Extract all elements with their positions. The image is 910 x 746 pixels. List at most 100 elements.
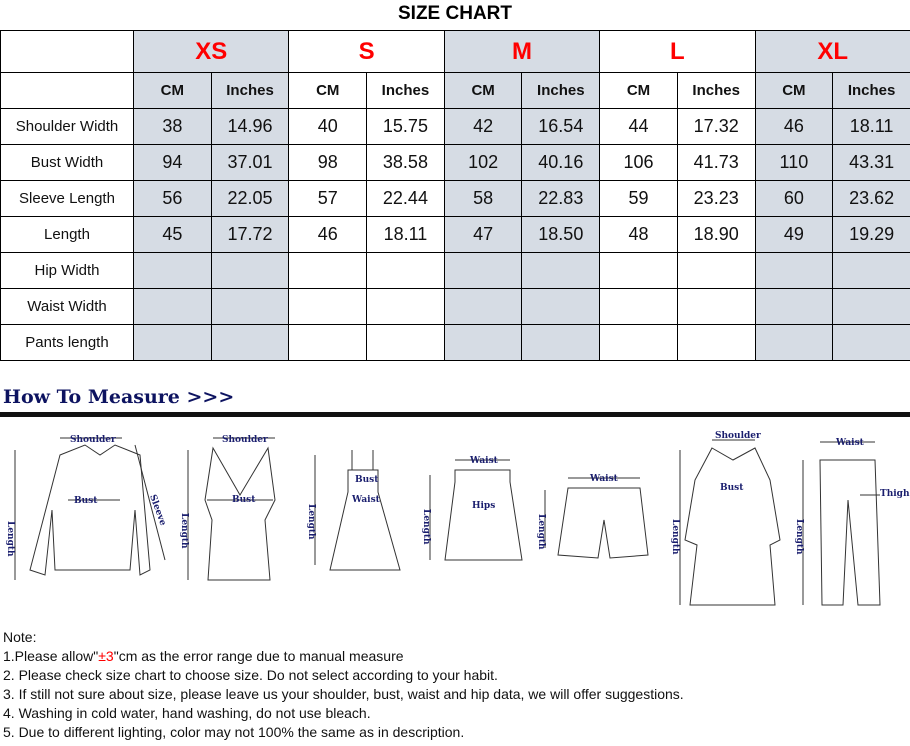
notes-heading: Note: <box>3 629 37 645</box>
table-cell: 38 <box>133 108 212 145</box>
how-to-measure-heading: How To Measure >>> <box>3 386 235 408</box>
table-cell: 58 <box>443 180 523 217</box>
svg-text:Shoulder: Shoulder <box>70 435 116 445</box>
table-cell: 57 <box>288 180 368 217</box>
table-cell <box>521 324 601 361</box>
table-cell <box>443 288 523 325</box>
table-row: Sleeve Length 56 22.05 57 22.44 58 22.83 59 23.2… <box>0 180 910 217</box>
table-cell <box>288 288 368 325</box>
table-cell: 49 <box>754 216 834 253</box>
table-cell: 18.90 <box>676 216 756 253</box>
table-cell: 46 <box>288 216 368 253</box>
size-header-l: L <box>599 30 756 73</box>
svg-text:Length: Length <box>179 513 189 549</box>
table-cell: 17.72 <box>210 216 290 253</box>
table-cell: 15.75 <box>366 108 445 145</box>
table-cell: 37.01 <box>210 144 290 181</box>
shorts-illustration: Waist Length <box>536 474 649 559</box>
corner-cell <box>0 72 134 109</box>
table-cell <box>521 252 601 289</box>
table-row: Length 45 17.72 46 18.11 47 18.50 48 18.90 49 19.2… <box>0 216 910 253</box>
size-header-row: XS S M L XL <box>0 30 910 73</box>
table-cell <box>599 324 678 361</box>
table-cell <box>133 288 212 325</box>
dress-illustration: Bust Waist Length <box>306 450 401 571</box>
note-1: 1.Please allow"±3"cm as the error range … <box>3 648 404 664</box>
table-cell: 38.58 <box>366 144 445 181</box>
table-cell: 106 <box>599 144 678 181</box>
row-label: Pants length <box>0 324 134 361</box>
unit-header: Inches <box>366 72 445 109</box>
svg-text:Thigh: Thigh <box>880 489 910 499</box>
notes: Note: 1.Please allow"±3"cm as the error … <box>3 628 684 742</box>
row-label: Bust Width <box>0 144 134 181</box>
note-3: 3. If still not sure about size, please … <box>3 686 684 702</box>
table-cell: 40.16 <box>521 144 601 181</box>
coat-illustration: Shoulder Bust Length <box>670 431 781 606</box>
table-cell <box>754 252 834 289</box>
table-cell <box>288 324 368 361</box>
table-cell: 22.05 <box>210 180 290 217</box>
table-cell <box>366 324 445 361</box>
table-cell: 40 <box>288 108 368 145</box>
table-cell: 98 <box>288 144 368 181</box>
table-row: Hip Width <box>0 252 910 289</box>
svg-text:Sleeve: Sleeve <box>147 493 168 527</box>
table-cell: 46 <box>754 108 834 145</box>
table-cell: 23.23 <box>676 180 756 217</box>
size-header-xs: XS <box>132 30 290 73</box>
svg-text:Shoulder: Shoulder <box>715 431 761 441</box>
svg-text:Bust: Bust <box>355 475 379 485</box>
svg-text:Waist: Waist <box>351 495 381 505</box>
svg-text:Waist: Waist <box>589 474 619 484</box>
svg-text:Waist: Waist <box>835 438 865 448</box>
table-cell <box>210 288 290 325</box>
unit-header: Inches <box>832 72 910 109</box>
table-cell <box>676 288 756 325</box>
table-cell: 18.11 <box>832 108 910 145</box>
table-cell <box>443 324 523 361</box>
table-row: Waist Width <box>0 288 910 325</box>
size-header-xl: XL <box>754 30 910 73</box>
unit-header: CM <box>288 72 368 109</box>
table-cell <box>832 324 910 361</box>
svg-text:Bust: Bust <box>720 483 744 493</box>
table-cell: 110 <box>754 144 834 181</box>
svg-text:Length: Length <box>306 504 316 540</box>
table-cell <box>754 324 834 361</box>
table-cell: 48 <box>599 216 678 253</box>
table-cell: 42 <box>443 108 523 145</box>
size-chart-title: SIZE CHART <box>398 3 512 24</box>
table-cell <box>754 288 834 325</box>
table-cell: 102 <box>443 144 523 181</box>
table-cell: 22.44 <box>366 180 445 217</box>
table-cell: 44 <box>599 108 678 145</box>
table-cell: 22.83 <box>521 180 601 217</box>
svg-text:Length: Length <box>421 509 431 545</box>
svg-text:Shoulder: Shoulder <box>222 435 268 445</box>
svg-text:Length: Length <box>794 519 804 555</box>
table-cell <box>443 252 523 289</box>
note-5: 5. Due to different lighting, color may … <box>3 724 465 740</box>
corner-cell <box>0 30 134 73</box>
tank-top-illustration: Shoulder Bust Length <box>179 435 276 581</box>
table-cell: 60 <box>754 180 834 217</box>
table-cell <box>210 324 290 361</box>
table-cell <box>133 252 212 289</box>
table-cell: 45 <box>133 216 212 253</box>
table-cell <box>521 288 601 325</box>
table-cell: 47 <box>443 216 523 253</box>
blouse-illustration: Shoulder Bust Length Sleeve <box>5 435 168 580</box>
table-cell <box>599 288 678 325</box>
table-row: Shoulder Width 38 14.96 40 15.75 42 16.54 44 17.… <box>0 108 910 145</box>
row-label: Length <box>0 216 134 253</box>
table-cell <box>288 252 368 289</box>
table-cell <box>832 288 910 325</box>
unit-header: CM <box>754 72 834 109</box>
table-row: Pants length <box>0 324 910 361</box>
skirt-illustration: Waist Hips Length <box>421 456 523 561</box>
unit-header: CM <box>443 72 523 109</box>
table-cell: 17.32 <box>676 108 756 145</box>
table-cell: 19.29 <box>832 216 910 253</box>
table-cell <box>210 252 290 289</box>
